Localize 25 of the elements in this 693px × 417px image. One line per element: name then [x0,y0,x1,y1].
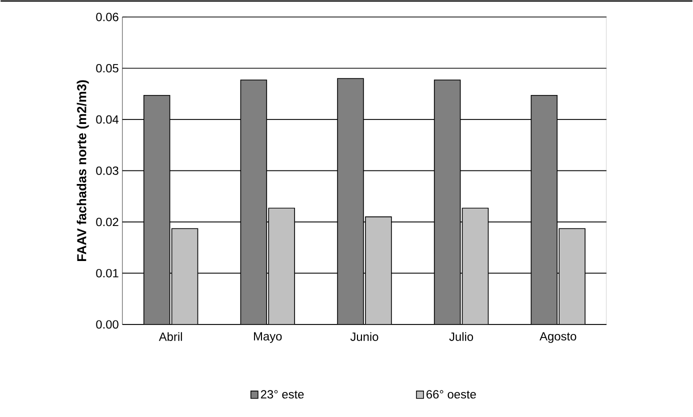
bar [337,78,364,324]
x-tick-label: Mayo [254,332,282,343]
bar [365,216,392,324]
y-tick-label: 0.03 [96,166,118,175]
y-tick-label: 0.06 [96,12,118,22]
bar [143,94,170,324]
bar [558,228,586,324]
legend-label: 66° oeste [426,390,476,398]
bar [462,208,489,324]
y-tick-label: 0.00 [96,320,118,329]
bar [171,228,198,324]
y-tick-label: 0.01 [96,268,118,278]
x-tick-label: Julio [449,332,474,341]
bar [268,208,295,324]
y-axis-title: FAAV fachadas norte (m2/m3) [76,80,89,261]
legend-label: 23° este [260,390,304,398]
y-tick-label: 0.02 [96,218,118,226]
bar [530,94,558,324]
y-tick-label: 0.05 [96,64,118,72]
bar [434,79,461,324]
x-tick-label: Junio [350,332,378,341]
x-tick-label: Agosto [540,332,576,343]
y-tick-label: 0.04 [96,115,119,124]
bar [240,79,268,324]
x-tick-label: Abril [158,332,182,341]
